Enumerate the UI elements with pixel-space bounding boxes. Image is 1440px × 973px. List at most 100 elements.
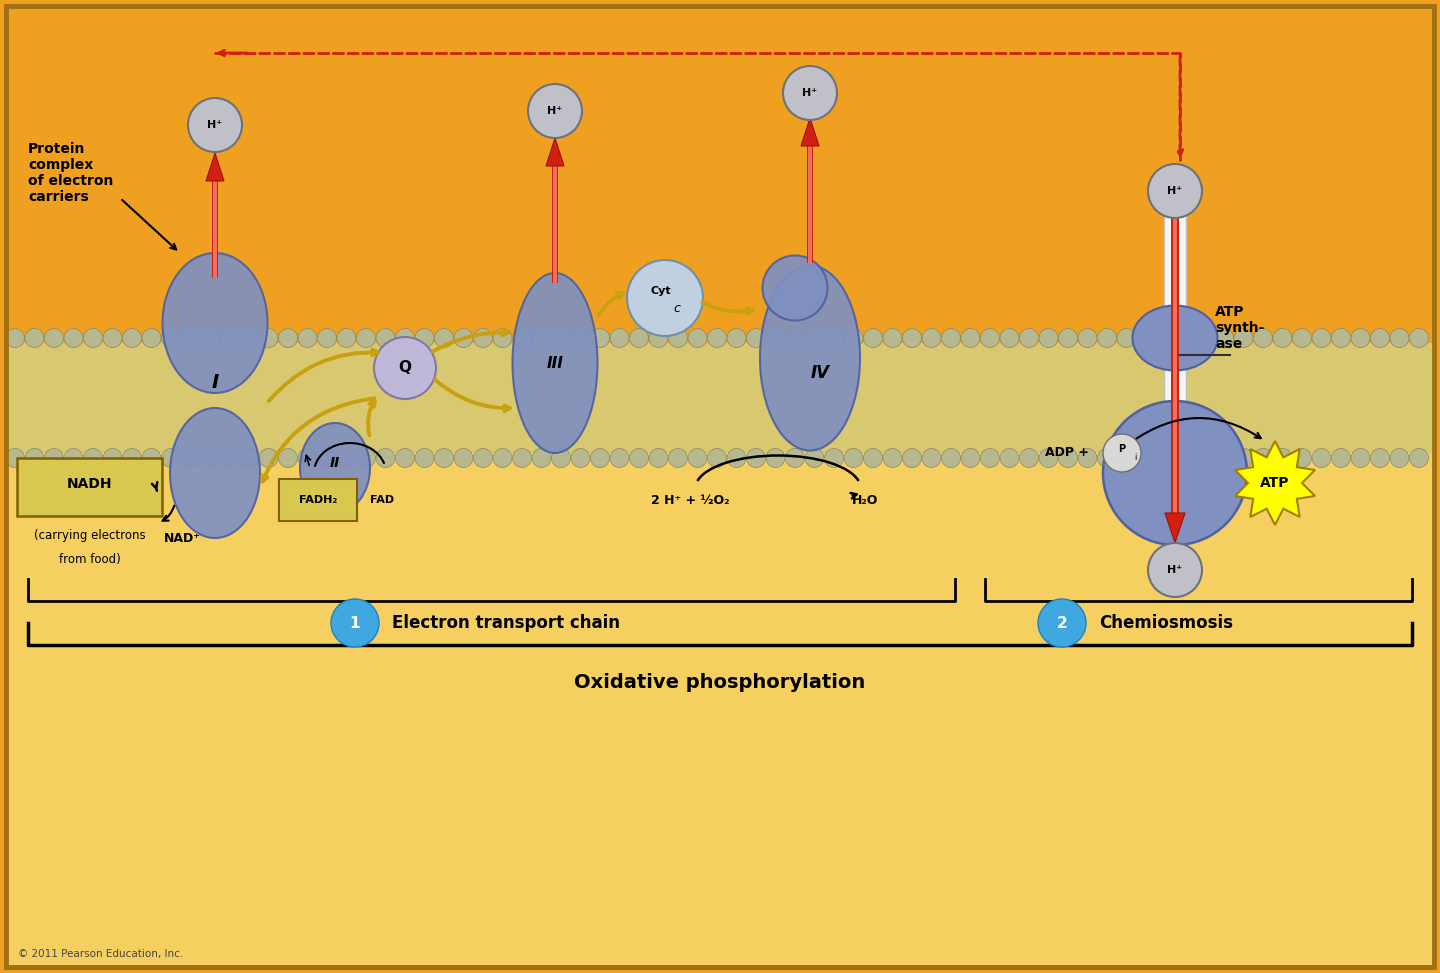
Text: ADP +: ADP + bbox=[1045, 447, 1093, 459]
Text: Oxidative phosphorylation: Oxidative phosphorylation bbox=[575, 673, 865, 692]
Bar bbox=[212, 181, 213, 278]
Bar bbox=[1171, 218, 1179, 513]
Circle shape bbox=[1079, 449, 1097, 467]
Circle shape bbox=[903, 449, 922, 467]
Circle shape bbox=[922, 329, 940, 347]
Circle shape bbox=[1195, 329, 1214, 347]
Circle shape bbox=[528, 84, 582, 138]
Text: 2 H⁺ + ½O₂: 2 H⁺ + ½O₂ bbox=[651, 494, 729, 508]
Text: NAD⁺: NAD⁺ bbox=[164, 531, 200, 545]
Bar bbox=[9, 453, 1433, 965]
Circle shape bbox=[590, 449, 609, 467]
Circle shape bbox=[454, 449, 472, 467]
Ellipse shape bbox=[513, 273, 598, 453]
Circle shape bbox=[1097, 329, 1116, 347]
Circle shape bbox=[1103, 434, 1140, 472]
Circle shape bbox=[1293, 449, 1312, 467]
Circle shape bbox=[844, 449, 863, 467]
Circle shape bbox=[1020, 329, 1038, 347]
Circle shape bbox=[844, 329, 863, 347]
Circle shape bbox=[239, 329, 259, 347]
Circle shape bbox=[337, 329, 356, 347]
Circle shape bbox=[531, 329, 552, 347]
Circle shape bbox=[435, 329, 454, 347]
Circle shape bbox=[727, 449, 746, 467]
Circle shape bbox=[590, 329, 609, 347]
Text: ATP: ATP bbox=[1260, 476, 1290, 490]
Ellipse shape bbox=[300, 423, 370, 513]
Circle shape bbox=[1273, 449, 1292, 467]
Text: 1: 1 bbox=[350, 616, 360, 631]
Circle shape bbox=[435, 449, 454, 467]
Circle shape bbox=[942, 449, 960, 467]
Circle shape bbox=[189, 98, 242, 152]
Text: Chemiosmosis: Chemiosmosis bbox=[1099, 614, 1233, 632]
Text: i: i bbox=[1135, 453, 1136, 462]
Circle shape bbox=[785, 329, 805, 347]
Circle shape bbox=[1390, 329, 1408, 347]
Text: from food): from food) bbox=[59, 553, 121, 565]
Circle shape bbox=[396, 449, 415, 467]
Circle shape bbox=[572, 449, 590, 467]
Circle shape bbox=[63, 449, 84, 467]
Text: FADH₂: FADH₂ bbox=[300, 495, 337, 505]
Ellipse shape bbox=[170, 408, 261, 538]
Circle shape bbox=[6, 329, 24, 347]
Circle shape bbox=[805, 449, 824, 467]
Circle shape bbox=[1040, 449, 1058, 467]
Circle shape bbox=[805, 329, 824, 347]
Circle shape bbox=[999, 329, 1020, 347]
Circle shape bbox=[239, 449, 259, 467]
Circle shape bbox=[552, 329, 570, 347]
Circle shape bbox=[1371, 449, 1390, 467]
Circle shape bbox=[161, 449, 180, 467]
Circle shape bbox=[396, 329, 415, 347]
Circle shape bbox=[864, 449, 883, 467]
Circle shape bbox=[1351, 449, 1369, 467]
Text: c: c bbox=[674, 302, 681, 314]
Circle shape bbox=[611, 449, 629, 467]
Circle shape bbox=[922, 449, 940, 467]
Circle shape bbox=[454, 329, 472, 347]
Text: FAD: FAD bbox=[370, 495, 395, 505]
Circle shape bbox=[552, 449, 570, 467]
Circle shape bbox=[960, 329, 981, 347]
Circle shape bbox=[1040, 329, 1058, 347]
Circle shape bbox=[1234, 449, 1253, 467]
Circle shape bbox=[746, 329, 766, 347]
Circle shape bbox=[1332, 449, 1351, 467]
Circle shape bbox=[1156, 329, 1175, 347]
Bar bbox=[216, 181, 219, 278]
Circle shape bbox=[45, 449, 63, 467]
Circle shape bbox=[783, 66, 837, 120]
Circle shape bbox=[337, 449, 356, 467]
Circle shape bbox=[1293, 329, 1312, 347]
Bar bbox=[806, 146, 814, 263]
Circle shape bbox=[766, 329, 785, 347]
Circle shape bbox=[104, 449, 122, 467]
Polygon shape bbox=[206, 153, 225, 181]
Circle shape bbox=[903, 329, 922, 347]
Bar bbox=[1176, 218, 1179, 513]
Circle shape bbox=[1038, 599, 1086, 647]
Text: Electron transport chain: Electron transport chain bbox=[392, 614, 621, 632]
Circle shape bbox=[1117, 329, 1136, 347]
Circle shape bbox=[474, 329, 492, 347]
Circle shape bbox=[143, 329, 161, 347]
Text: I: I bbox=[212, 374, 219, 392]
Circle shape bbox=[629, 329, 648, 347]
Circle shape bbox=[746, 449, 766, 467]
Circle shape bbox=[1273, 329, 1292, 347]
Circle shape bbox=[220, 329, 239, 347]
Circle shape bbox=[317, 329, 337, 347]
Circle shape bbox=[1351, 329, 1369, 347]
Ellipse shape bbox=[163, 253, 268, 393]
Circle shape bbox=[317, 449, 337, 467]
Circle shape bbox=[668, 449, 687, 467]
Circle shape bbox=[1253, 329, 1273, 347]
FancyBboxPatch shape bbox=[279, 479, 357, 521]
Circle shape bbox=[1390, 449, 1408, 467]
Bar bbox=[9, 343, 1433, 453]
Circle shape bbox=[1332, 329, 1351, 347]
Text: 2: 2 bbox=[1057, 616, 1067, 631]
